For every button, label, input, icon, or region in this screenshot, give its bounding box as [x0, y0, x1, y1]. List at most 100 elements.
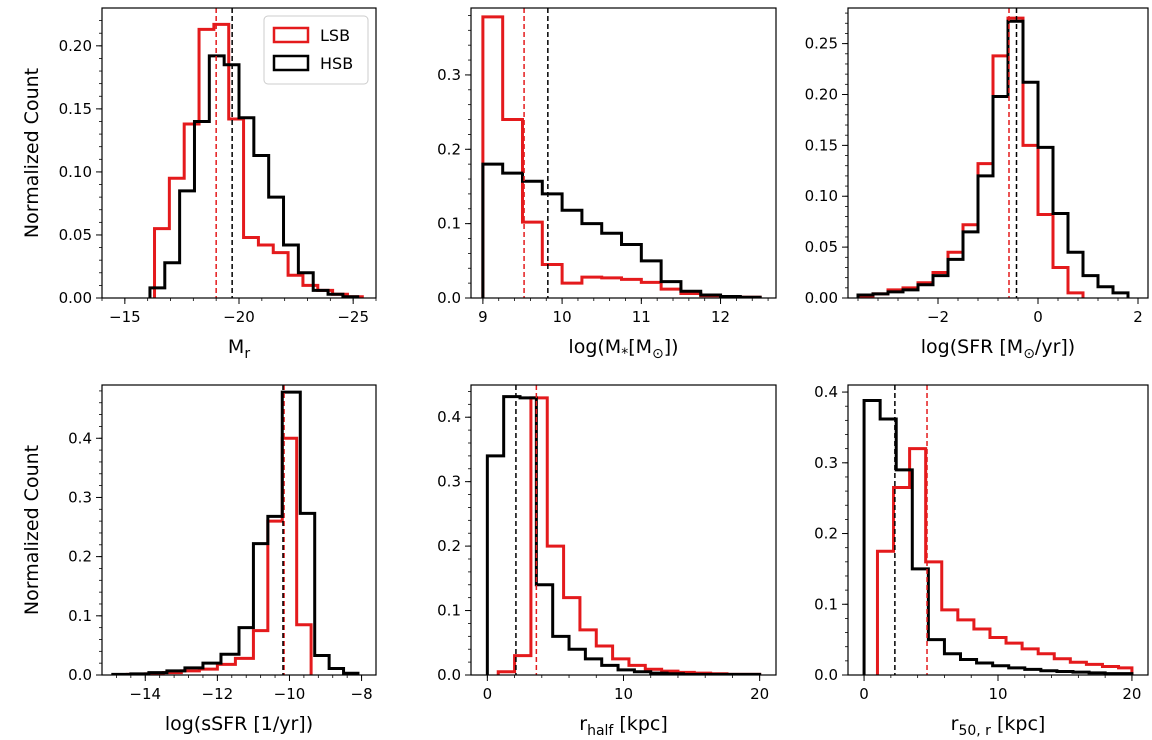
y-tick-label: 0.1: [814, 595, 838, 613]
y-tick-label: 0.4: [814, 383, 838, 401]
x-tick-label: −10: [274, 685, 306, 703]
x-tick-label: 10: [553, 308, 572, 326]
x-tick-label: 20: [750, 685, 769, 703]
x-tick-label: 0: [1033, 308, 1043, 326]
y-tick-label: 0.1: [437, 215, 461, 233]
x-tick-label: −25: [337, 308, 369, 326]
y-axis-label: Normalized Count: [21, 445, 43, 615]
y-tick-label: 0.25: [805, 35, 838, 53]
hist-lsb: [875, 447, 1134, 675]
x-label-sub: 50, r: [958, 723, 991, 739]
y-tick-label: 0.2: [814, 525, 838, 543]
x-label-main: r: [579, 713, 587, 735]
plot-area: [485, 385, 762, 675]
x-label-main: log(sSFR [1/yr]): [165, 713, 313, 735]
legend-label-lsb: LSB: [320, 26, 350, 45]
x-tick-label: 2: [1133, 308, 1143, 326]
y-tick-label: 0.2: [437, 537, 461, 555]
plot-area: [481, 8, 762, 298]
y-tick-label: 0.20: [805, 85, 838, 103]
x-label-sub: ⊙: [1023, 346, 1035, 362]
plot-area: [856, 8, 1130, 298]
hist-hsb: [148, 54, 360, 298]
panel-3: −2 0 2 0.00 0.05 0.10 0.15 0.20 0.25 log(SFR [M⊙/…: [805, 7, 1149, 362]
axes-frame: [470, 384, 777, 676]
y-tick-label: 0.2: [68, 548, 92, 566]
x-axis-label: log(M*[M⊙]): [568, 336, 678, 362]
plot-area: [111, 385, 360, 675]
x-axis-label: log(sSFR [1/yr]): [165, 713, 313, 735]
panel-1: −15 −20 −25 0.00 0.05 0.10 0.15 0.20 Mr Normalize…: [21, 7, 377, 362]
legend-swatch-lsb: [272, 26, 310, 44]
y-tick-label: 0.05: [59, 226, 92, 244]
x-label-main: log(M: [568, 336, 621, 358]
panel-4: −14 −12 −10 −8 0.0 0.1 0.2 0.3 0.4 log(sSFR [1/yr…: [21, 384, 377, 735]
x-tick-label: 9: [478, 308, 488, 326]
hist-hsb: [856, 19, 1130, 298]
x-axis-label: Mr: [228, 336, 250, 362]
x-label-sub: r: [244, 346, 250, 362]
x-tick-label: −20: [223, 308, 255, 326]
x-axis-label: r50, r [kpc]: [951, 713, 1046, 739]
x-axis-label: log(SFR [M⊙/yr]): [921, 336, 1075, 362]
hist-hsb: [111, 390, 360, 675]
x-tick-label: −8: [351, 685, 373, 703]
x-label-main: M: [228, 336, 244, 358]
legend-box: [263, 15, 369, 85]
x-tick-label: −15: [109, 308, 141, 326]
y-tick-label: 0.0: [437, 289, 461, 307]
x-label-sub: half: [587, 723, 614, 739]
y-tick-label: 0.20: [59, 37, 92, 55]
x-axis-label: rhalf [kpc]: [579, 713, 667, 739]
x-tick-label: 12: [711, 308, 730, 326]
y-tick-label: 0.1: [437, 602, 461, 620]
axes-frame: [847, 7, 1149, 299]
x-label-main: r: [951, 713, 959, 735]
legend-label-hsb: HSB: [320, 54, 353, 73]
panel-6: 0 10 20 0.0 0.1 0.2 0.3 0.4 r50, r [kpc]: [814, 383, 1149, 739]
y-tick-label: 0.0: [68, 666, 92, 684]
hist-lsb: [856, 16, 1085, 298]
y-tick-label: 0.00: [59, 289, 92, 307]
x-tick-label: 11: [632, 308, 651, 326]
x-label-mid: [M: [628, 336, 652, 358]
y-axis-label: Normalized Count: [21, 68, 43, 238]
panel-2: 9 10 11 12 0.0 0.1 0.2 0.3 log(M*[M⊙]): [437, 7, 777, 362]
y-tick-label: 0.0: [437, 666, 461, 684]
legend-swatch-hsb: [272, 54, 310, 72]
plot-area: [862, 385, 1134, 675]
y-tick-label: 0.15: [805, 136, 838, 154]
hist-hsb: [485, 395, 762, 675]
x-tick-label: 10: [614, 685, 633, 703]
y-tick-label: 0.10: [805, 187, 838, 205]
panel-5: 0 10 20 0.0 0.1 0.2 0.3 0.4 rhalf [kpc]: [437, 384, 777, 739]
x-label-end: [kpc]: [991, 713, 1045, 735]
x-label-end: [kpc]: [613, 713, 667, 735]
y-tick-label: 0.2: [437, 140, 461, 158]
axes-frame: [101, 384, 377, 676]
plot-area: [148, 8, 364, 298]
y-tick-label: 0.3: [814, 454, 838, 472]
y-tick-label: 0.1: [68, 607, 92, 625]
y-tick-label: 0.10: [59, 163, 92, 181]
x-label-sub2: ⊙: [652, 346, 664, 362]
x-tick-label: −2: [927, 308, 949, 326]
y-tick-label: 0.3: [68, 488, 92, 506]
x-label-main: log(SFR [M: [921, 336, 1023, 358]
x-tick-label: −12: [202, 685, 234, 703]
axes-frame: [470, 7, 777, 299]
y-tick-label: 0.3: [437, 473, 461, 491]
y-tick-label: 0.4: [437, 408, 461, 426]
x-tick-label: 0: [483, 685, 493, 703]
x-tick-label: 0: [859, 685, 869, 703]
hist-lsb: [153, 22, 364, 298]
x-tick-label: −14: [129, 685, 161, 703]
y-tick-label: 0.3: [437, 66, 461, 84]
y-tick-label: 0.0: [814, 666, 838, 684]
x-tick-label: 10: [988, 685, 1007, 703]
x-tick-label: 20: [1122, 685, 1141, 703]
y-tick-label: 0.15: [59, 100, 92, 118]
y-tick-label: 0.05: [805, 238, 838, 256]
hist-hsb: [862, 399, 1134, 675]
